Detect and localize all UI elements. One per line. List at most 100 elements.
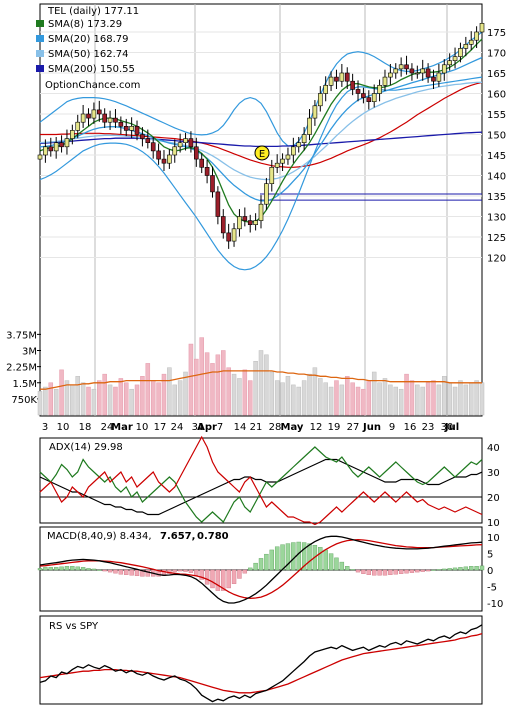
macd-histogram-bar bbox=[226, 569, 231, 589]
macd-histogram-bar bbox=[59, 566, 64, 571]
volume-bar bbox=[221, 350, 226, 416]
volume-bar bbox=[113, 386, 118, 416]
candle-body bbox=[409, 68, 415, 74]
volume-tick-label: 750K bbox=[11, 395, 37, 406]
macd-histogram-bar bbox=[145, 569, 151, 577]
volume-bar bbox=[80, 382, 86, 416]
volume-bar bbox=[145, 363, 151, 416]
candle-body bbox=[328, 76, 334, 86]
candle-body bbox=[312, 105, 318, 119]
macd-histogram-bar bbox=[264, 553, 269, 571]
macd-histogram-bar bbox=[75, 566, 80, 571]
rs-series-line bbox=[39, 632, 483, 694]
candle-body bbox=[107, 117, 113, 123]
macd-histogram-bar bbox=[156, 569, 161, 577]
volume-bar bbox=[431, 380, 436, 416]
candle-body bbox=[436, 72, 442, 82]
volume-bar bbox=[204, 352, 210, 416]
volume-bar bbox=[37, 391, 43, 416]
volume-bar bbox=[312, 367, 318, 416]
candle-body bbox=[307, 117, 312, 135]
candle-body bbox=[404, 64, 409, 70]
volume-tick-label: 2.25M bbox=[6, 363, 37, 374]
volume-bar bbox=[231, 373, 237, 416]
date-label: 10 bbox=[57, 422, 70, 433]
macd-histogram-bar bbox=[183, 569, 188, 572]
macd-histogram-bar bbox=[296, 541, 301, 571]
candle-body bbox=[188, 138, 194, 148]
trend-line bbox=[40, 81, 483, 168]
macd-tick-label: 0 bbox=[487, 566, 493, 577]
candle-body bbox=[285, 154, 291, 160]
macd-histogram-bar bbox=[204, 569, 210, 585]
volume-bar bbox=[226, 367, 231, 416]
macd-histogram-bar bbox=[339, 561, 345, 571]
volume-bar bbox=[301, 380, 307, 416]
candle-body bbox=[463, 43, 469, 49]
volume-bar bbox=[291, 384, 296, 416]
macd-histogram-bar bbox=[318, 547, 323, 571]
date-label: 30 bbox=[441, 422, 454, 433]
volume-bar bbox=[318, 378, 323, 416]
watermark: OptionChance.com bbox=[45, 80, 140, 91]
candle-body bbox=[59, 142, 64, 148]
date-label: 17 bbox=[154, 422, 167, 433]
candle-body bbox=[226, 232, 231, 242]
candle-body bbox=[479, 23, 485, 33]
volume-tick-label: 3.75M bbox=[6, 330, 37, 341]
volume-bar bbox=[242, 369, 248, 416]
candle-body bbox=[210, 175, 215, 193]
adx-tick-label: 20 bbox=[487, 493, 500, 504]
macd-histogram-bar bbox=[398, 569, 404, 574]
volume-bar bbox=[328, 386, 334, 416]
candle-body bbox=[388, 72, 393, 78]
candle-body bbox=[231, 228, 237, 242]
volume-bar bbox=[140, 376, 145, 416]
adx-series-line bbox=[39, 446, 483, 523]
macd-histogram-bar bbox=[242, 569, 248, 574]
adx-tick-label: 40 bbox=[487, 443, 500, 454]
volume-bar bbox=[371, 371, 377, 416]
volume-tick-label: 1.5M bbox=[12, 379, 37, 390]
legend-swatch-sma20 bbox=[36, 35, 44, 42]
rs-vs-spy-panel bbox=[39, 615, 483, 705]
macd-histogram-bar bbox=[37, 568, 43, 571]
chart-title: TEL (daily) 177.11 bbox=[47, 6, 139, 17]
macd-histogram-bar bbox=[388, 569, 393, 575]
macd-tick-label: -5 bbox=[487, 583, 497, 594]
candle-body bbox=[48, 146, 54, 152]
volume-bar bbox=[452, 386, 458, 416]
macd-tick-label: 10 bbox=[487, 533, 500, 544]
date-label: 3 bbox=[42, 422, 48, 433]
macd-histogram-bar bbox=[280, 544, 285, 571]
macd-histogram-bar bbox=[140, 569, 145, 577]
macd-histogram-bar bbox=[221, 569, 226, 591]
candle-body bbox=[291, 146, 296, 156]
candle-body bbox=[398, 64, 404, 70]
volume-bar bbox=[355, 386, 361, 416]
candle-body bbox=[123, 126, 129, 131]
volume-bar bbox=[161, 373, 167, 416]
macd-tick-label: 5 bbox=[487, 550, 493, 561]
macd-histogram-bar bbox=[124, 569, 129, 575]
macd-histogram-bar bbox=[307, 543, 312, 571]
price-tick-label: 160 bbox=[487, 90, 506, 101]
price-tick-label: 170 bbox=[487, 49, 506, 60]
volume-bar bbox=[253, 361, 258, 416]
date-label: 10 bbox=[136, 422, 149, 433]
candle-body bbox=[415, 72, 420, 75]
candle-body bbox=[183, 138, 188, 144]
volume-bar bbox=[350, 382, 355, 416]
volume-bar bbox=[269, 371, 275, 416]
date-label: 7 bbox=[217, 422, 223, 433]
macd-histogram-bar bbox=[177, 569, 183, 572]
earnings-marker-label: E bbox=[259, 149, 265, 160]
candle-body bbox=[156, 150, 161, 160]
volume-bar bbox=[388, 384, 393, 416]
adx-series-line bbox=[39, 435, 483, 526]
date-label: 24 bbox=[101, 422, 114, 433]
macd-histogram-bar bbox=[431, 569, 436, 571]
volume-panel: 3.75M 3M 2.25M 1.5M 750K bbox=[6, 330, 485, 416]
volume-bar bbox=[361, 388, 366, 416]
date-label: 23 bbox=[422, 422, 435, 433]
